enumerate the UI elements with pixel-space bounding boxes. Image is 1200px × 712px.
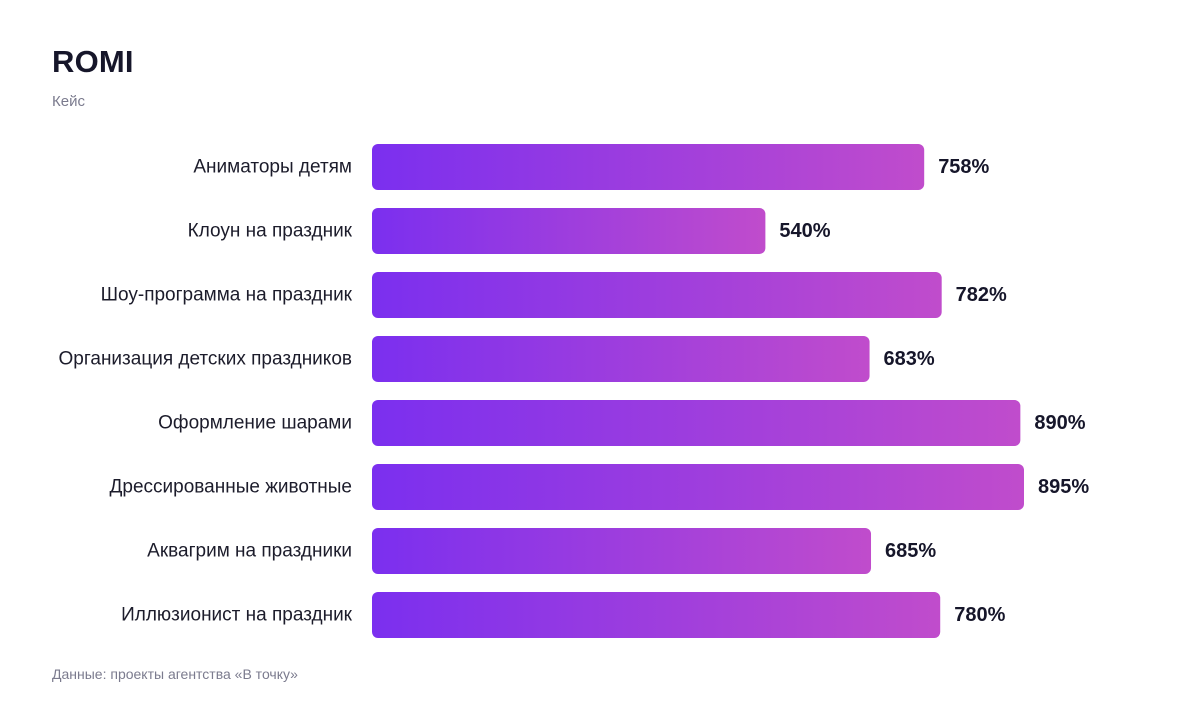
category-label: Аниматоры детям [193, 157, 352, 178]
category-label: Организация детских праздников [59, 349, 352, 370]
value-label: 758% [938, 156, 989, 178]
value-label: 782% [956, 284, 1007, 306]
bar [372, 400, 1021, 446]
bar [372, 592, 941, 638]
category-label: Клоун на праздник [188, 221, 353, 242]
bar [372, 464, 1024, 510]
bar [372, 144, 925, 190]
bar [372, 336, 870, 382]
bar [372, 272, 942, 318]
value-label: 685% [885, 540, 936, 562]
chart-subtitle: Кейс [52, 93, 85, 110]
bar [372, 208, 766, 254]
bars-group: Аниматоры детям 758% Клоун на праздник 540%… [59, 144, 1089, 638]
bar [372, 528, 872, 574]
category-label: Иллюзионист на праздник [121, 605, 353, 626]
category-label: Дрессированные животные [110, 477, 352, 498]
value-label: 895% [1038, 476, 1089, 498]
data-source-note: Данные: проекты агентства «В точку» [52, 666, 298, 682]
category-label: Шоу-программа на праздник [101, 285, 353, 306]
value-label: 683% [884, 348, 935, 370]
value-label: 890% [1034, 412, 1085, 434]
chart-title: ROMI [52, 44, 134, 79]
category-label: Аквагрим на праздники [147, 541, 352, 562]
value-label: 780% [954, 604, 1005, 626]
value-label: 540% [779, 220, 830, 242]
category-label: Оформление шарами [158, 413, 352, 434]
